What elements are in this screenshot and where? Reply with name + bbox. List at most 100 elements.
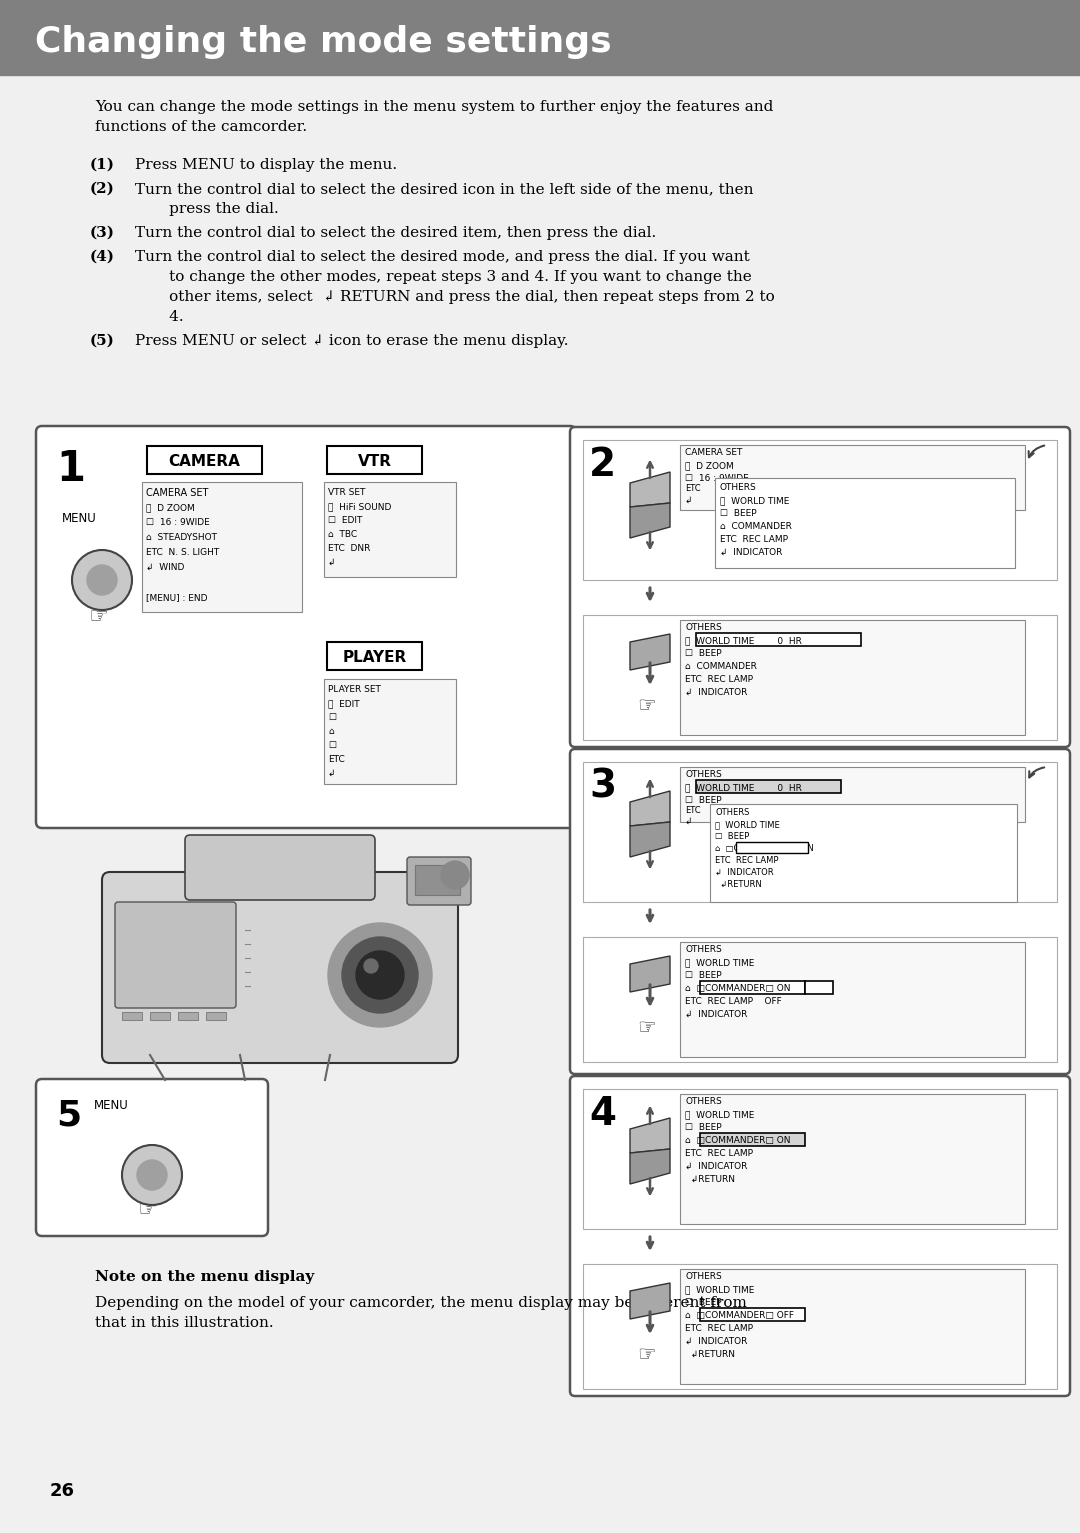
Text: ↲: ↲ bbox=[328, 558, 336, 567]
Polygon shape bbox=[630, 635, 670, 670]
Text: ☞: ☞ bbox=[137, 1200, 157, 1220]
Bar bbox=[324, 481, 456, 576]
Polygon shape bbox=[630, 503, 670, 538]
Text: ETC  REC LAMP: ETC REC LAMP bbox=[720, 535, 788, 544]
Text: (5): (5) bbox=[90, 334, 114, 348]
Text: 26: 26 bbox=[50, 1482, 75, 1499]
Text: You can change the mode settings in the menu system to further enjoy the feature: You can change the mode settings in the … bbox=[95, 100, 773, 133]
Text: ⌂  STEADYSHOT: ⌂ STEADYSHOT bbox=[146, 533, 217, 543]
Text: VTR: VTR bbox=[357, 454, 391, 469]
Text: ⌂  TBC: ⌂ TBC bbox=[328, 530, 357, 540]
Bar bbox=[0, 0, 1080, 75]
Text: ⓒ  WORLD TIME        0  HR: ⓒ WORLD TIME 0 HR bbox=[685, 783, 801, 793]
Bar bbox=[680, 1095, 1025, 1223]
Circle shape bbox=[342, 937, 418, 1013]
Bar bbox=[680, 445, 1025, 510]
Text: ⌂  □COMMANDER□ ON: ⌂ □COMMANDER□ ON bbox=[685, 1136, 791, 1145]
Text: Note on the menu display: Note on the menu display bbox=[95, 1269, 314, 1285]
Text: VTR SET: VTR SET bbox=[328, 487, 365, 497]
Text: 5: 5 bbox=[56, 1099, 81, 1133]
Text: 4: 4 bbox=[589, 1095, 616, 1133]
Polygon shape bbox=[630, 1283, 670, 1318]
Circle shape bbox=[364, 960, 378, 973]
Bar bbox=[583, 1088, 1057, 1229]
Text: ⓗ  HiFi SOUND: ⓗ HiFi SOUND bbox=[328, 501, 391, 510]
FancyBboxPatch shape bbox=[570, 1076, 1070, 1397]
Bar bbox=[715, 478, 1015, 569]
Bar bbox=[141, 481, 302, 612]
Text: Turn the control dial to select the desired item, then press the dial.: Turn the control dial to select the desi… bbox=[135, 225, 657, 241]
Text: ↲  INDICATOR: ↲ INDICATOR bbox=[685, 688, 747, 698]
FancyBboxPatch shape bbox=[36, 426, 576, 828]
Bar bbox=[710, 803, 1017, 901]
Text: (4): (4) bbox=[90, 250, 114, 264]
Text: ⓒ  D ZOOM: ⓒ D ZOOM bbox=[685, 461, 733, 471]
Text: (1): (1) bbox=[90, 158, 114, 172]
Text: ETC  REC LAMP: ETC REC LAMP bbox=[715, 855, 779, 865]
Text: PLAYER: PLAYER bbox=[342, 650, 407, 664]
Text: Press MENU to display the menu.: Press MENU to display the menu. bbox=[135, 158, 397, 172]
FancyBboxPatch shape bbox=[185, 835, 375, 900]
Text: ⓒ  WORLD TIME: ⓒ WORLD TIME bbox=[685, 958, 754, 967]
Bar bbox=[583, 615, 1057, 740]
Text: ⌂  COMMANDER: ⌂ COMMANDER bbox=[720, 523, 792, 530]
Bar bbox=[700, 1133, 805, 1147]
Circle shape bbox=[137, 1160, 167, 1190]
Bar bbox=[680, 766, 1025, 822]
Polygon shape bbox=[630, 822, 670, 857]
Bar bbox=[700, 981, 805, 993]
Text: OTHERS: OTHERS bbox=[685, 944, 721, 954]
Text: ETC  REC LAMP    OFF: ETC REC LAMP OFF bbox=[685, 996, 782, 1006]
Text: ↲: ↲ bbox=[328, 770, 336, 779]
Text: ☐: ☐ bbox=[328, 740, 336, 750]
Polygon shape bbox=[630, 472, 670, 507]
Bar bbox=[150, 1012, 170, 1019]
Bar bbox=[583, 440, 1057, 579]
Text: Turn the control dial to select the desired icon in the left side of the menu, t: Turn the control dial to select the desi… bbox=[135, 182, 754, 216]
Text: ⌂  □COMMANDER□ ON: ⌂ □COMMANDER□ ON bbox=[685, 984, 791, 993]
Text: ⌂: ⌂ bbox=[328, 727, 334, 736]
Text: OTHERS: OTHERS bbox=[685, 1098, 721, 1105]
Bar bbox=[680, 1269, 1025, 1384]
Text: MENU: MENU bbox=[62, 512, 97, 524]
Text: ☞: ☞ bbox=[637, 696, 657, 716]
Text: OTHERS: OTHERS bbox=[715, 808, 750, 817]
Text: ETC  N. S. LIGHT: ETC N. S. LIGHT bbox=[146, 547, 219, 556]
Text: ↲RETURN: ↲RETURN bbox=[685, 1174, 735, 1183]
Bar bbox=[680, 619, 1025, 734]
FancyBboxPatch shape bbox=[36, 1079, 268, 1236]
Text: ↲  INDICATOR: ↲ INDICATOR bbox=[720, 547, 782, 556]
Text: MENU: MENU bbox=[94, 1099, 129, 1111]
Text: [MENU] : END: [MENU] : END bbox=[146, 593, 207, 602]
Bar bbox=[583, 937, 1057, 1062]
FancyBboxPatch shape bbox=[102, 872, 458, 1062]
Bar bbox=[327, 446, 422, 474]
Bar bbox=[700, 1308, 805, 1321]
Polygon shape bbox=[630, 791, 670, 826]
Text: ⓒ  WORLD TIME: ⓒ WORLD TIME bbox=[720, 497, 789, 504]
Text: OTHERS: OTHERS bbox=[720, 483, 757, 492]
Circle shape bbox=[122, 1145, 183, 1205]
Bar bbox=[122, 1012, 141, 1019]
Text: ↲RETURN: ↲RETURN bbox=[685, 1351, 735, 1358]
Polygon shape bbox=[630, 1118, 670, 1153]
Text: ETC  DNR: ETC DNR bbox=[328, 544, 370, 553]
Text: ⓒ  WORLD TIME        0  HR: ⓒ WORLD TIME 0 HR bbox=[685, 636, 801, 645]
Bar bbox=[583, 1265, 1057, 1389]
Text: ⌂  □COMMANDER□ OFF: ⌂ □COMMANDER□ OFF bbox=[685, 1311, 794, 1320]
Bar bbox=[178, 1012, 198, 1019]
Text: ☐  BEEP: ☐ BEEP bbox=[720, 509, 757, 518]
FancyBboxPatch shape bbox=[570, 428, 1070, 747]
Text: CAMERA SET: CAMERA SET bbox=[146, 487, 208, 498]
Text: ☞: ☞ bbox=[637, 1344, 657, 1364]
Text: ☞: ☞ bbox=[637, 1018, 657, 1038]
Text: Turn the control dial to select the desired mode, and press the dial. If you wan: Turn the control dial to select the desi… bbox=[135, 250, 774, 323]
Bar bbox=[147, 446, 262, 474]
Text: ETC  REC LAMP: ETC REC LAMP bbox=[685, 675, 753, 684]
Bar bbox=[735, 842, 808, 852]
Text: ⓒ  WORLD TIME: ⓒ WORLD TIME bbox=[715, 820, 780, 829]
Text: 2: 2 bbox=[589, 446, 616, 484]
Text: Press MENU or select ↲ icon to erase the menu display.: Press MENU or select ↲ icon to erase the… bbox=[135, 334, 568, 348]
Text: ETC: ETC bbox=[685, 484, 701, 494]
Bar bbox=[583, 762, 1057, 901]
